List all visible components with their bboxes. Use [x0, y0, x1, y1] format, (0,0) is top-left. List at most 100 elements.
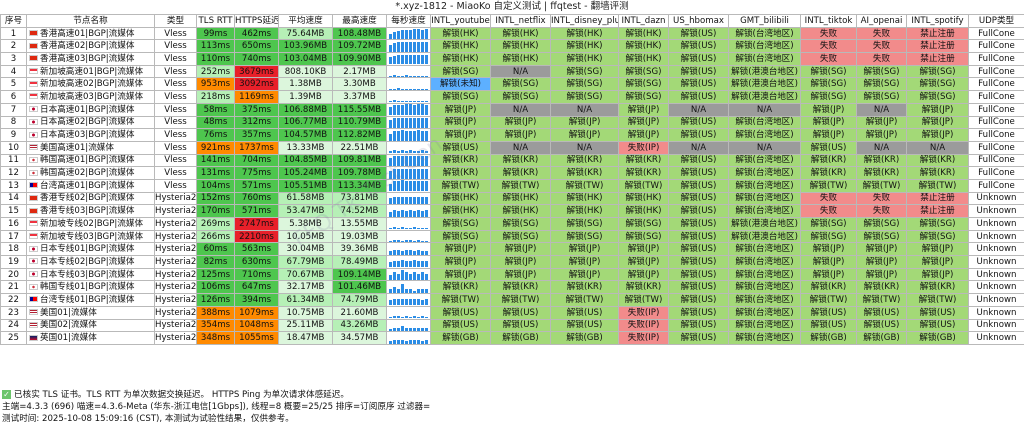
service-dazn-status: 解锁(HK)	[618, 191, 669, 206]
service-dazn-status: 解锁(JP)	[618, 115, 669, 130]
column-header[interactable]: INTL_netflix	[490, 14, 551, 28]
sparkline-bar	[425, 289, 428, 293]
sparkline-bar	[425, 117, 428, 128]
table-row[interactable]: 11 韩国高速01|BGP|流媒体 Vless 141ms 704ms 104.85MB 1…	[0, 153, 1024, 168]
column-header[interactable]: 类型	[154, 14, 197, 28]
column-header[interactable]: INTL_disney_plus	[550, 14, 619, 28]
sparkline-bar	[421, 104, 424, 116]
max-speed: 39.36MB	[332, 242, 387, 257]
column-header[interactable]: TLS RTT	[196, 14, 235, 28]
speed-sparkline	[386, 305, 431, 320]
service-hbo-status: 解锁(US)	[668, 293, 729, 307]
speed-sparkline	[386, 318, 431, 333]
column-header[interactable]: 平均速度	[278, 14, 333, 28]
table-row[interactable]: 2 香港高速02|BGP|流媒体 Vless 113ms 650ms 103.96MB 10…	[0, 39, 1024, 54]
flag-hk-icon	[29, 194, 38, 201]
table-row[interactable]: 5 新加坡高速02|BGP|流媒体 Vless 953ms 3092ms 1.38MB 3.…	[0, 77, 1024, 92]
table-row[interactable]: 4 新加坡高速01|BGP|流媒体 Vless 252ms 3679ms 808.10KB…	[0, 64, 1024, 79]
tls-rtt: 106ms	[196, 280, 235, 295]
sparkline-bar	[417, 239, 420, 242]
table-row[interactable]: 7 日本高速01|BGP|流媒体 Vless 58ms 375ms 106.88MB 115…	[0, 102, 1024, 117]
node-name-cell: 新加坡高速02|BGP|流媒体	[26, 77, 155, 92]
service-tt-status: 解锁(JP)	[800, 242, 857, 257]
flag-sg-icon	[29, 80, 38, 87]
node-name-cell: 新加坡专线03|BGP|流媒体	[26, 229, 155, 244]
service-dp-status: 解锁(KR)	[550, 280, 619, 295]
column-header[interactable]: UDP类型	[968, 14, 1024, 28]
column-header[interactable]: 每秒速度	[386, 14, 431, 28]
table-row[interactable]: 16 新加坡专线02|BGP|流媒体 Hysteria2 269ms 2747ms 5.3…	[0, 217, 1024, 231]
service-tt-status: 解锁(US)	[800, 305, 857, 320]
sparkline-bar	[405, 104, 408, 116]
udp-type: FullCone	[968, 140, 1024, 155]
table-row[interactable]: 1 香港高速01|BGP|流媒体 Vless 99ms 462ms 75.64MB 108.…	[0, 26, 1024, 41]
node-name: 韩国专线01|BGP|流媒体	[40, 282, 135, 293]
service-ai-status: 失败	[856, 204, 907, 218]
service-sp-status: N/A	[906, 140, 969, 155]
service-yt-status: 解锁(SG)	[430, 229, 491, 244]
column-header[interactable]: INTL_dazn	[618, 14, 669, 28]
sparkline-bar	[405, 54, 408, 65]
table-row[interactable]: 6 新加坡高速03|BGP|流媒体 Vless 218ms 1169ms 1.39MB 3.…	[0, 90, 1024, 104]
node-name: 美国02|流媒体	[40, 320, 97, 331]
service-bili-status: 解锁(台湾地区)	[728, 204, 801, 218]
table-row[interactable]: 10 美国高速01|流媒体 Vless 921ms 1737ms 13.33MB 22.51…	[0, 140, 1024, 155]
max-speed: 2.17MB	[332, 64, 387, 79]
service-tt-status: 解锁(JP)	[800, 128, 857, 142]
avg-speed: 53.47MB	[278, 204, 333, 218]
column-header[interactable]: 节点名称	[26, 14, 155, 28]
table-row[interactable]: 23 美国01|流媒体 Hysteria2 388ms 1079ms 10.75MB 21.…	[0, 305, 1024, 320]
column-header[interactable]: 最高速度	[332, 14, 387, 28]
column-header[interactable]: GMT_bilibili	[728, 14, 801, 28]
column-header[interactable]: INTL_spotify	[906, 14, 969, 28]
service-ai-status: 解锁(SG)	[856, 90, 907, 104]
udp-type: Unknown	[968, 229, 1024, 244]
column-header[interactable]: INTL_youtube	[430, 14, 491, 28]
sparkline-bar	[401, 270, 404, 280]
service-tt-status: 解锁(SG)	[800, 90, 857, 104]
service-dazn-status: 解锁(HK)	[618, 39, 669, 54]
table-row[interactable]: 9 日本高速03|BGP|流媒体 Vless 76ms 357ms 104.57MB 112…	[0, 128, 1024, 142]
tls-rtt: 48ms	[196, 115, 235, 130]
table-row[interactable]: 19 日本专线02|BGP|流媒体 Hysteria2 82ms 630ms 67.79M…	[0, 255, 1024, 269]
table-row[interactable]: 14 香港专线02|BGP|流媒体 Hysteria2 152ms 760ms 61.58…	[0, 191, 1024, 206]
service-dp-status: 解锁(SG)	[550, 64, 619, 79]
sparkline-bar	[389, 76, 392, 77]
sparkline-bar	[409, 130, 412, 141]
column-header[interactable]: INTL_tiktok	[800, 14, 857, 28]
column-header[interactable]: US_hbomax	[668, 14, 729, 28]
sparkline-bar	[413, 211, 416, 217]
sparkline-bar	[421, 41, 424, 52]
service-tt-status: 解锁(SG)	[800, 77, 857, 92]
column-header[interactable]: 序号	[0, 14, 27, 28]
sparkline-bar	[393, 239, 396, 242]
table-row[interactable]: 22 台湾专线01|BGP|流媒体 Hysteria2 126ms 394ms 61.34…	[0, 293, 1024, 307]
table-row[interactable]: 18 日本专线01|BGP|流媒体 Hysteria2 60ms 563ms 30.04M…	[0, 242, 1024, 257]
column-header[interactable]: AI_openai	[856, 14, 907, 28]
service-nf-status: 解锁(TW)	[490, 178, 551, 193]
table-row[interactable]: 17 新加坡专线03|BGP|流媒体 Hysteria2 266ms 2210ms 10.…	[0, 229, 1024, 244]
table-row[interactable]: 20 日本专线03|BGP|流媒体 Hysteria2 125ms 710ms 70.67…	[0, 267, 1024, 282]
speed-sparkline	[386, 191, 431, 206]
row-index: 24	[0, 318, 27, 333]
column-header[interactable]: HTTPS延迟	[234, 14, 279, 28]
sparkline-bar	[425, 240, 428, 242]
table-row[interactable]: 8 日本高速02|BGP|流媒体 Vless 48ms 312ms 106.77MB 110…	[0, 115, 1024, 130]
sparkline-bar	[389, 183, 392, 192]
node-name: 美国高速01|流媒体	[40, 142, 114, 153]
table-row[interactable]: 13 台湾高速01|BGP|流媒体 Vless 104ms 571ms 105.51MB 1…	[0, 178, 1024, 193]
table-row[interactable]: 25 英国01|流媒体 Hysteria2 348ms 1055ms 18.47MB 34.…	[0, 331, 1024, 345]
service-hbo-status: 解锁(US)	[668, 191, 729, 206]
table-row[interactable]: 3 香港高速03|BGP|流媒体 Vless 110ms 740ms 103.04MB 10…	[0, 52, 1024, 66]
service-dp-status: N/A	[550, 140, 619, 155]
sparkline-bar	[393, 149, 396, 154]
sparkline-bar	[409, 250, 412, 255]
table-row[interactable]: 21 韩国专线01|BGP|流媒体 Hysteria2 106ms 647ms 32.17…	[0, 280, 1024, 295]
table-row[interactable]: 12 韩国高速02|BGP|流媒体 Vless 131ms 775ms 105.24MB 1…	[0, 166, 1024, 180]
service-tt-status: 解锁(GB)	[800, 331, 857, 345]
sparkline-bar	[389, 341, 392, 344]
row-index: 6	[0, 90, 27, 104]
service-dazn-status: 解锁(SG)	[618, 90, 669, 104]
table-row[interactable]: 24 美国02|流媒体 Hysteria2 354ms 1048ms 25.11MB 43.…	[0, 318, 1024, 333]
table-row[interactable]: 15 香港专线03|BGP|流媒体 Hysteria2 170ms 571ms 53.47…	[0, 204, 1024, 218]
